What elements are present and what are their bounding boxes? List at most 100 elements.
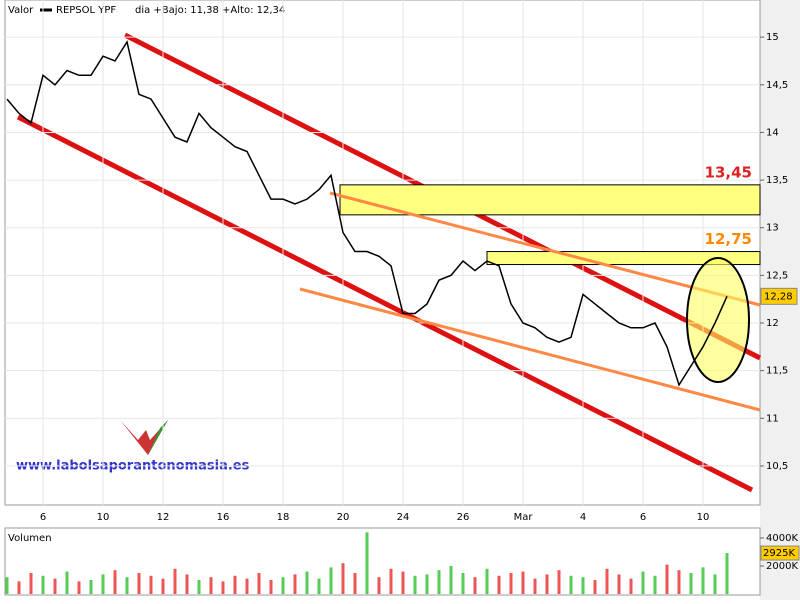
volume-bar: [617, 574, 621, 594]
trend-line: [329, 191, 761, 307]
volume-bar: [677, 570, 681, 594]
volume-bar: [113, 570, 117, 594]
highlight-ellipse: [686, 257, 750, 383]
x-tick-label: 24: [397, 512, 410, 523]
x-tick-label: 10: [97, 512, 110, 523]
volume-bar: [545, 574, 549, 594]
x-tick-label: 18: [277, 512, 290, 523]
y-tick-label: 13: [766, 223, 779, 234]
logo: [120, 420, 168, 455]
volume-bar: [473, 577, 477, 594]
volume-bar: [89, 579, 93, 594]
volume-bar: [533, 578, 537, 594]
volume-bar: [125, 577, 129, 594]
volume-bar: [725, 553, 729, 594]
x-tick-label: 10: [697, 512, 710, 523]
channel-line: [16, 114, 754, 493]
volume-bar: [293, 574, 297, 594]
resistance-zone: [486, 251, 761, 266]
volume-bar: [641, 571, 645, 594]
volume-bar: [101, 574, 105, 594]
volume-bar: [353, 572, 357, 594]
legend-name: REPSOL YPF: [56, 5, 116, 16]
x-tick-label: Mar: [514, 512, 534, 523]
y-tick-label: 11,5: [766, 366, 788, 377]
y-tick-label: 14: [766, 127, 779, 138]
volume-title: Volumen: [8, 533, 52, 544]
level-label: 13,45: [705, 163, 752, 181]
volume-bar: [413, 575, 417, 594]
volume-bar: [521, 571, 525, 594]
volume-bar: [701, 567, 705, 594]
x-tick-label: 12: [157, 512, 170, 523]
volume-bar: [341, 563, 345, 594]
volume-bar: [317, 578, 321, 594]
level-label: 12,75: [705, 230, 752, 248]
y-tick-label: 10,5: [766, 461, 788, 472]
volume-bar: [221, 581, 225, 594]
volume-bar: [269, 579, 273, 594]
volume-bar: [713, 574, 717, 594]
y-tick-label: 2000K: [766, 561, 798, 572]
last-value-box: [760, 545, 800, 561]
y-tick-label: 12,5: [766, 270, 788, 281]
volume-bar: [389, 568, 393, 594]
y-tick-label: 4000K: [766, 533, 798, 544]
volume-bar: [665, 564, 669, 594]
volume-bar: [305, 571, 309, 594]
volume-bar: [581, 577, 585, 594]
y-tick-label: 11: [766, 413, 779, 424]
volume-bar: [605, 568, 609, 594]
volume-bar: [29, 572, 33, 594]
volume-bar: [557, 570, 561, 594]
volume-bar: [185, 574, 189, 594]
volume-bar: [257, 572, 261, 594]
volume-panel: [4, 527, 761, 596]
volume-bar: [137, 572, 141, 594]
last-value-label: 12,28: [764, 291, 793, 302]
last-value-label: 2925K: [763, 548, 795, 559]
volume-bar: [425, 574, 429, 594]
legend-range: dia +Bajo: 11,38 +Alto: 12,34: [135, 5, 285, 16]
x-tick-label: 26: [457, 512, 470, 523]
resistance-zone: [339, 184, 761, 216]
volume-bar: [245, 578, 249, 594]
volume-bar: [437, 570, 441, 594]
volume-bar: [197, 579, 201, 594]
volume-bar: [653, 575, 657, 594]
volume-bar: [5, 577, 9, 594]
price-line: [6, 39, 728, 387]
legend-label: Valor: [8, 5, 34, 16]
volume-bar: [461, 572, 465, 594]
x-tick-label: 4: [580, 512, 586, 523]
y-tick-label: 13,5: [766, 175, 788, 186]
volume-bar: [77, 581, 81, 594]
volume-bar: [509, 572, 513, 594]
volume-bar: [17, 581, 21, 594]
volume-bar: [53, 578, 57, 594]
volume-bar: [449, 565, 453, 594]
volume-bar: [149, 575, 153, 594]
volume-bar: [689, 572, 693, 594]
y-tick-label: 15: [766, 32, 779, 43]
y-tick-label: 12: [766, 318, 779, 329]
trend-line: [299, 287, 761, 412]
volume-bar: [497, 575, 501, 594]
volume-bar: [41, 575, 45, 594]
volume-bar: [485, 568, 489, 594]
volume-bar: [65, 571, 69, 594]
volume-bar: [173, 568, 177, 594]
volume-bar: [401, 571, 405, 594]
x-tick-label: 20: [337, 512, 350, 523]
volume-bar: [629, 578, 633, 594]
volume-bar: [329, 567, 333, 594]
volume-bar: [569, 575, 573, 594]
volume-bar: [377, 577, 381, 594]
volume-bar: [209, 577, 213, 594]
volume-bar: [365, 532, 369, 594]
volume-bar: [593, 579, 597, 594]
x-tick-label: 6: [640, 512, 646, 523]
volume-bar: [233, 575, 237, 594]
volume-bar: [161, 578, 165, 594]
